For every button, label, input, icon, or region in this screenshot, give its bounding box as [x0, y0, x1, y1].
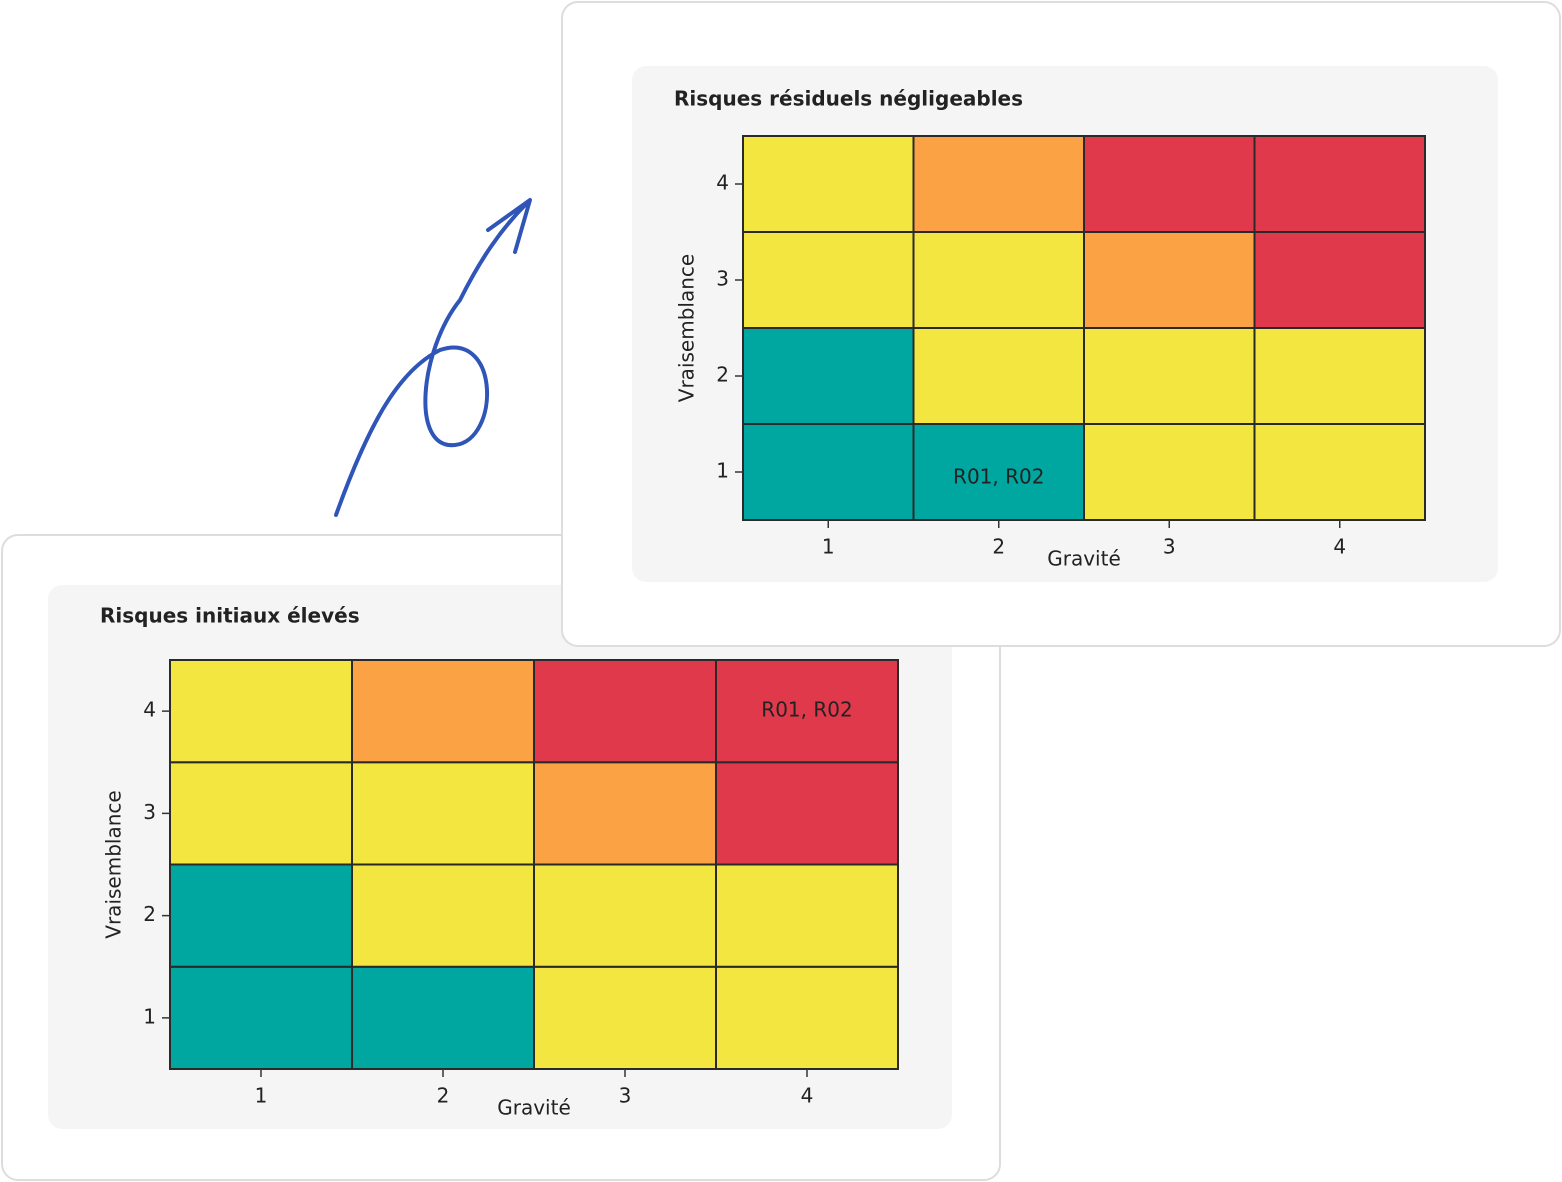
cell [742, 231, 915, 329]
cell [912, 423, 1085, 521]
y-tick-label: 4 [143, 698, 156, 722]
y-tick-label: 1 [143, 1004, 156, 1028]
cell [351, 863, 535, 968]
cell [533, 659, 717, 764]
cell [912, 135, 1085, 233]
x-tick-label: 2 [437, 1084, 450, 1108]
cell [533, 863, 717, 968]
cell [1083, 135, 1256, 233]
y-tick-label: 1 [716, 459, 729, 483]
cell [1253, 135, 1426, 233]
cell [1253, 327, 1426, 425]
cell [169, 863, 353, 968]
cell [1253, 231, 1426, 329]
cell [169, 659, 353, 764]
x-tick-label: 2 [992, 535, 1005, 559]
y-tick-label: 2 [716, 363, 729, 387]
arrow [334, 198, 532, 517]
cell [912, 327, 1085, 425]
cell [1083, 231, 1256, 329]
cell [1083, 423, 1256, 521]
chart-title: Risques initiaux élevés [100, 604, 360, 628]
cell [533, 965, 717, 1070]
x-tick-label: 1 [822, 535, 835, 559]
y-tick-label: 4 [716, 171, 729, 195]
cell-label: R01, R02 [761, 698, 852, 722]
y-tick-label: 2 [143, 902, 156, 926]
y-tick-label: 3 [143, 800, 156, 824]
cell [169, 761, 353, 866]
cell [351, 965, 535, 1070]
y-axis-label: Vraisemblance [675, 254, 699, 402]
cell [351, 659, 535, 764]
x-axis-label: Gravité [1047, 547, 1121, 571]
x-tick-label: 1 [255, 1084, 268, 1108]
x-axis-label: Gravité [497, 1096, 571, 1120]
x-tick-label: 4 [1333, 535, 1346, 559]
x-tick-label: 3 [1163, 535, 1176, 559]
cell [715, 863, 899, 968]
cell [742, 327, 915, 425]
y-axis-label: Vraisemblance [102, 790, 126, 938]
cell [912, 231, 1085, 329]
cell [715, 659, 899, 764]
cell [715, 761, 899, 866]
y-tick-label: 3 [716, 267, 729, 291]
cell [1253, 423, 1426, 521]
cell-label: R01, R02 [953, 465, 1044, 489]
cell [351, 761, 535, 866]
x-tick-label: 3 [619, 1084, 632, 1108]
x-tick-label: 4 [801, 1084, 814, 1108]
card-initial: Risques initiaux élevés 1 2 3 4 1 2 3 4 Gravité Vr… [1, 534, 1001, 1181]
card-residual: Risques résiduels négligeables 1 2 3 4 1 2 3 4 Gr… [561, 1, 1561, 647]
cell [533, 761, 717, 866]
cell [169, 965, 353, 1070]
cell [715, 965, 899, 1070]
chart-title: Risques résiduels négligeables [674, 87, 1023, 111]
cell [742, 423, 915, 521]
cell [1083, 327, 1256, 425]
cell [742, 135, 915, 233]
